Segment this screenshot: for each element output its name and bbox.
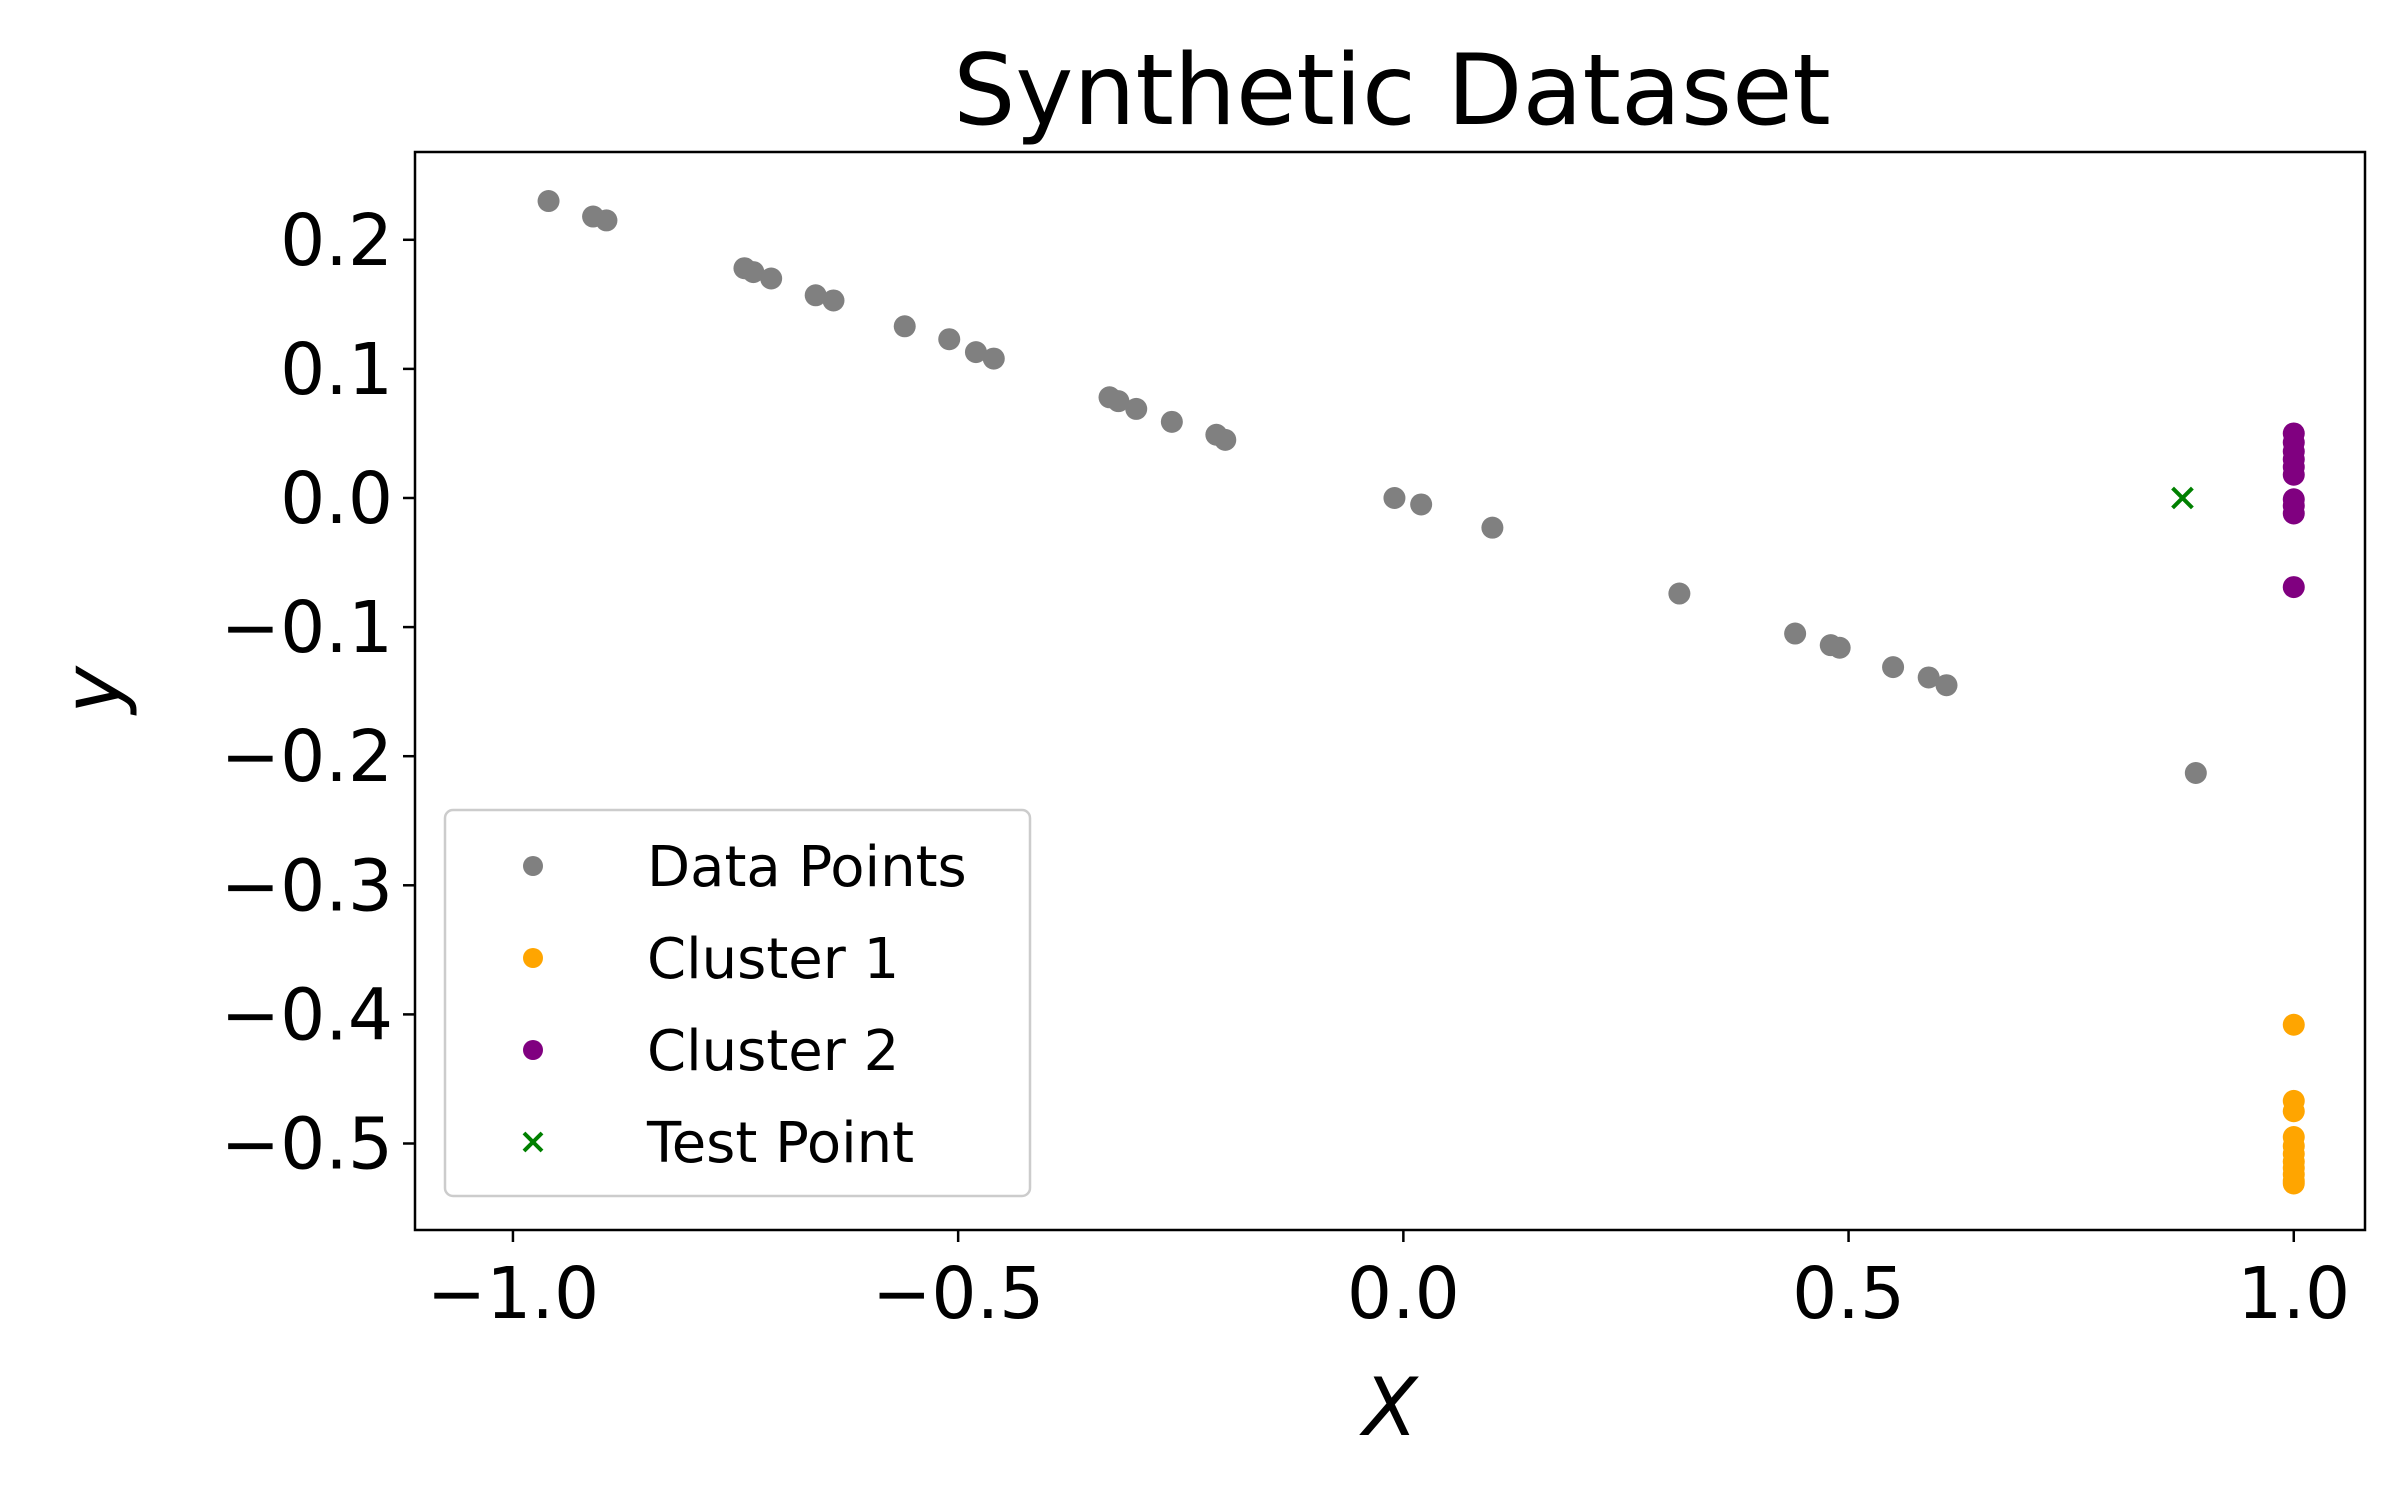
data-points-point xyxy=(893,315,916,338)
chart-title: Synthetic Dataset xyxy=(953,34,1831,148)
legend-marker-data-points xyxy=(523,856,543,876)
cluster-1-point xyxy=(2282,1013,2305,1036)
data-points-point xyxy=(1784,622,1807,645)
x-axis-ticks: −1.0 −0.5 0.0 0.5 1.0 xyxy=(427,1230,2350,1335)
y-axis-ticks: 0.2 0.1 0.0 −0.1 −0.2 −0.3 −0.4 −0.5 xyxy=(221,199,415,1186)
legend-label-data-points: Data Points xyxy=(647,835,967,900)
legend-marker-cluster-2 xyxy=(523,1040,543,1060)
data-points-point xyxy=(822,289,845,312)
data-points-point xyxy=(1828,636,1851,659)
plot-frame xyxy=(413,150,2367,1232)
y-tick-label: 0.1 xyxy=(280,328,393,411)
legend-label-cluster-1: Cluster 1 xyxy=(647,927,899,992)
x-tick-label: −1.0 xyxy=(427,1252,599,1335)
data-points-point xyxy=(1410,493,1433,516)
data-points-point xyxy=(1125,397,1148,420)
cluster-1-point xyxy=(2282,1172,2305,1195)
y-tick-label: −0.2 xyxy=(221,715,393,798)
x-tick-label: 0.0 xyxy=(1347,1252,1460,1335)
legend-box xyxy=(443,808,1032,1198)
y-tick-label: 0.0 xyxy=(280,457,393,540)
data-points-point xyxy=(1383,486,1406,509)
test-point-point xyxy=(2171,486,2194,510)
data-points-point xyxy=(1882,656,1905,679)
x-tick-label: 0.5 xyxy=(1792,1252,1905,1335)
legend-label-cluster-2: Cluster 2 xyxy=(647,1019,899,1084)
cluster-2-point xyxy=(2282,502,2305,525)
x-tick-label: 1.0 xyxy=(2237,1252,2350,1335)
data-points-point xyxy=(1935,674,1958,697)
data-points-point xyxy=(982,347,1005,370)
data-points-point xyxy=(938,328,961,351)
legend: Data Points Cluster 1 Cluster 2 Test Point xyxy=(443,808,1032,1198)
y-axis-label: y xyxy=(46,665,139,716)
data-points-point xyxy=(1160,410,1183,433)
y-tick-label: −0.3 xyxy=(221,844,393,927)
legend-marker-test-point xyxy=(522,1131,544,1153)
data-points-point xyxy=(1214,428,1237,451)
data-points-point xyxy=(595,209,618,232)
legend-label-test-point: Test Point xyxy=(646,1111,914,1176)
data-points-point xyxy=(804,284,827,307)
y-tick-label: −0.1 xyxy=(221,586,393,669)
cluster-1-point xyxy=(2282,1100,2305,1123)
data-points-point xyxy=(2184,761,2207,784)
data-points-point xyxy=(964,341,987,364)
y-tick-label: −0.4 xyxy=(221,973,393,1056)
data-points-point xyxy=(1668,582,1691,605)
data-points-point xyxy=(760,267,783,290)
data-points-point xyxy=(537,190,560,213)
x-tick-label: −0.5 xyxy=(872,1252,1044,1335)
data-points-point xyxy=(1917,666,1940,689)
cluster-2-point xyxy=(2282,463,2305,486)
data-points-point xyxy=(1481,516,1504,539)
legend-marker-cluster-1 xyxy=(523,948,543,968)
y-tick-label: 0.2 xyxy=(280,199,393,282)
data-points-point xyxy=(1107,390,1130,413)
y-tick-label: −0.5 xyxy=(221,1103,393,1186)
cluster-2-point xyxy=(2282,576,2305,599)
data-points-point xyxy=(742,261,765,284)
x-axis-label: X xyxy=(1359,1361,1420,1454)
plot-marks xyxy=(537,190,2305,1195)
